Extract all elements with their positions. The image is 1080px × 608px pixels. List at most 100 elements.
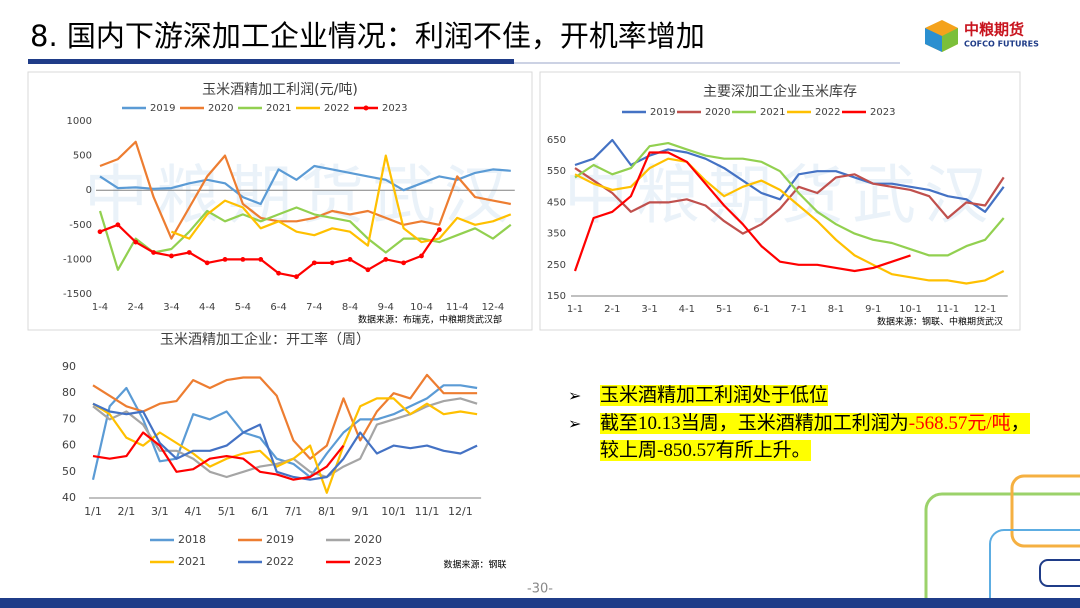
point <box>347 257 353 262</box>
y-tick-label: 250 <box>547 260 566 271</box>
x-tick-label: 12/1 <box>448 505 473 518</box>
x-tick-label: 3-4 <box>163 302 179 313</box>
point <box>329 260 335 266</box>
chart-title: 玉米酒精加工企业：开工率（周） <box>160 331 370 348</box>
decoration <box>924 474 1080 608</box>
slide-title: 8. 国内下游深加工企业情况：利润不佳，开机率增加 <box>30 19 705 53</box>
x-tick-label: 7/1 <box>285 505 303 518</box>
x-tick-label: 2-4 <box>128 302 144 313</box>
logo-mark-side <box>925 28 942 52</box>
y-tick-label: 350 <box>547 229 566 240</box>
legend-label: 2021 <box>178 555 206 568</box>
series-line <box>99 140 512 240</box>
x-tick-label: 7-4 <box>306 302 322 313</box>
point <box>294 274 299 280</box>
deco-frame <box>1010 474 1080 548</box>
bullet: 玉米酒精加工利润处于低位 <box>568 382 1038 409</box>
legend-label: 2022 <box>324 103 349 114</box>
point <box>133 239 139 245</box>
point <box>204 260 210 266</box>
x-tick-label: 11/1 <box>415 505 440 518</box>
point <box>383 257 389 262</box>
y-tick-label: -1000 <box>63 254 92 265</box>
x-tick-label: 12-4 <box>482 302 505 313</box>
legend-label: 2018 <box>178 533 206 546</box>
bullet-text: 截至10.13当周，玉米酒精加工利润为 <box>600 413 909 434</box>
x-tick-label: 4/1 <box>184 505 202 518</box>
chart-source: 数据来源：布瑞克，中粮期货武汉部 <box>358 314 502 326</box>
point <box>401 260 407 266</box>
watermark: 中粮期货武汉 <box>564 160 996 234</box>
y-tick-label: 40 <box>62 491 76 504</box>
x-tick-label: 9-1 <box>865 304 881 315</box>
series-line <box>92 373 478 460</box>
legend-label: 2023 <box>870 107 895 118</box>
point <box>240 257 246 262</box>
y-tick-label: 650 <box>547 135 566 146</box>
point <box>436 227 442 233</box>
title-bar <box>28 59 514 64</box>
legend-label: 2020 <box>208 103 233 114</box>
chart-source: 数据来源：钢联、中粮期货武汉 <box>877 316 1003 328</box>
y-tick-label: 70 <box>62 412 76 425</box>
series-line <box>99 223 441 278</box>
point <box>151 250 156 255</box>
logo-english: COFCO FUTURES <box>964 40 1039 49</box>
series-line <box>92 431 345 481</box>
legend-label: 2023 <box>382 103 407 114</box>
y-tick-label: 90 <box>62 360 76 373</box>
x-tick-label: 9-4 <box>378 302 394 313</box>
x-tick-label: 1/1 <box>84 505 102 518</box>
page-number: -30- <box>527 582 553 597</box>
x-tick-label: 4-1 <box>679 304 695 315</box>
y-tick-label: 60 <box>62 439 76 452</box>
legend-label: 2020 <box>354 533 382 546</box>
y-tick-label: 50 <box>62 465 76 478</box>
chart-title: 玉米酒精加工利润(元/吨) <box>202 82 358 98</box>
legend-label: 2019 <box>266 533 294 546</box>
x-tick-label: 5-1 <box>716 304 732 315</box>
watermark: 中粮期货武汉 <box>84 160 516 234</box>
x-tick-label: 6/1 <box>251 505 269 518</box>
point <box>169 253 174 259</box>
point <box>115 222 121 228</box>
point <box>258 257 264 262</box>
legend-label: 2019 <box>150 103 175 114</box>
x-tick-label: 8-1 <box>828 304 844 315</box>
x-tick-label: 2/1 <box>118 505 136 518</box>
point <box>276 270 281 276</box>
y-tick-label: -1500 <box>63 289 92 300</box>
bullet: 截至10.13当周，玉米酒精加工利润为-568.57元/吨，较上周-850.57… <box>568 410 1038 464</box>
x-tick-label: 6-1 <box>753 304 769 315</box>
logo-name: 中粮期货 <box>964 21 1024 39</box>
deco-frame <box>1039 559 1080 587</box>
y-tick-label: 80 <box>62 386 76 399</box>
y-tick-label: 550 <box>547 166 566 177</box>
y-tick-label: 0 <box>86 185 92 196</box>
bullets: 玉米酒精加工利润处于低位截至10.13当周，玉米酒精加工利润为-568.57元/… <box>568 382 1038 465</box>
series-line <box>171 154 512 247</box>
legend-label: 2021 <box>266 103 291 114</box>
series-line <box>92 402 478 481</box>
x-tick-label: 5/1 <box>218 505 236 518</box>
point <box>222 257 228 262</box>
deco-frame <box>989 529 1080 608</box>
series-line <box>574 142 1005 257</box>
x-tick-label: 2-1 <box>604 304 620 315</box>
y-tick-label: -500 <box>69 220 92 231</box>
series-line <box>574 157 1005 285</box>
x-tick-label: 6-4 <box>270 302 286 313</box>
x-tick-label: 12-1 <box>974 304 997 315</box>
x-tick-label: 8/1 <box>318 505 336 518</box>
series-line <box>91 384 478 480</box>
y-tick-label: 1000 <box>67 116 92 127</box>
legend-label: 2020 <box>705 107 730 118</box>
legend-label: 2022 <box>266 555 294 568</box>
point <box>186 250 192 255</box>
legend-label: 2022 <box>815 107 840 118</box>
x-tick-label: 1-4 <box>92 302 108 313</box>
point <box>419 253 424 259</box>
point <box>365 267 371 273</box>
